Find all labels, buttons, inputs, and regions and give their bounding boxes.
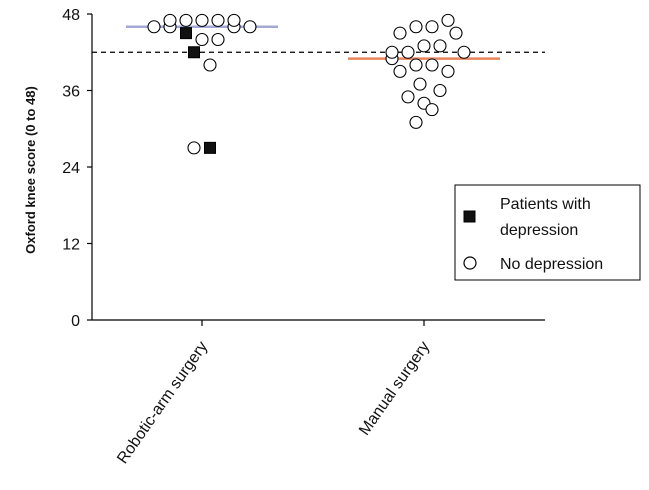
no-depression-point [409, 20, 423, 34]
no-depression-point [425, 20, 439, 34]
y-tick-label: 0 [71, 313, 80, 330]
no-depression-point [393, 26, 407, 40]
y-axis-label: Oxford knee score (0 to 48) [23, 86, 38, 254]
legend-label-depression-line2: depression [500, 222, 578, 239]
no-depression-point [441, 64, 455, 78]
y-tick-label: 12 [62, 237, 80, 254]
no-depression-point [393, 64, 407, 78]
no-depression-point [401, 90, 415, 104]
no-depression-point [417, 39, 431, 53]
legend-label-depression-line1: Patients with [500, 196, 591, 213]
x-tick-label: Robotic-arm surgery [114, 339, 211, 467]
no-depression-point [195, 32, 209, 47]
no-depression-point [433, 83, 447, 98]
no-depression-point [425, 103, 439, 117]
no-depression-point [163, 13, 177, 27]
no-depression-point [409, 115, 423, 129]
no-depression-point [243, 20, 257, 34]
no-depression-point [179, 13, 193, 27]
no-depression-point [147, 20, 161, 34]
no-depression-point [401, 45, 415, 59]
legend-label-no-depression: No depression [500, 256, 603, 273]
y-tick-label: 48 [62, 7, 80, 24]
depression-point [188, 46, 200, 59]
no-depression-point [413, 77, 427, 91]
no-depression-point [211, 13, 225, 27]
no-depression-point [425, 58, 439, 72]
depression-point [180, 27, 192, 40]
x-tick-label: Manual surgery [356, 339, 433, 439]
no-depression-point [457, 45, 471, 59]
no-depression-point [227, 13, 241, 27]
no-depression-point [385, 45, 399, 59]
no-depression-point [409, 58, 423, 72]
no-depression-point [433, 39, 447, 53]
legend-marker-filled-square [463, 210, 476, 223]
no-depression-point [203, 58, 217, 72]
y-tick-label: 36 [62, 84, 80, 101]
y-tick-label: 24 [62, 160, 80, 177]
no-depression-point [449, 26, 463, 40]
legend: Patients with depression No depression [454, 184, 641, 281]
legend-marker-open-circle [463, 256, 477, 270]
data-points [147, 13, 471, 155]
no-depression-point [187, 141, 201, 155]
legend-box [454, 184, 641, 281]
no-depression-point [195, 13, 209, 27]
no-depression-point [441, 13, 455, 27]
no-depression-point [211, 32, 225, 47]
depression-point [204, 141, 216, 154]
